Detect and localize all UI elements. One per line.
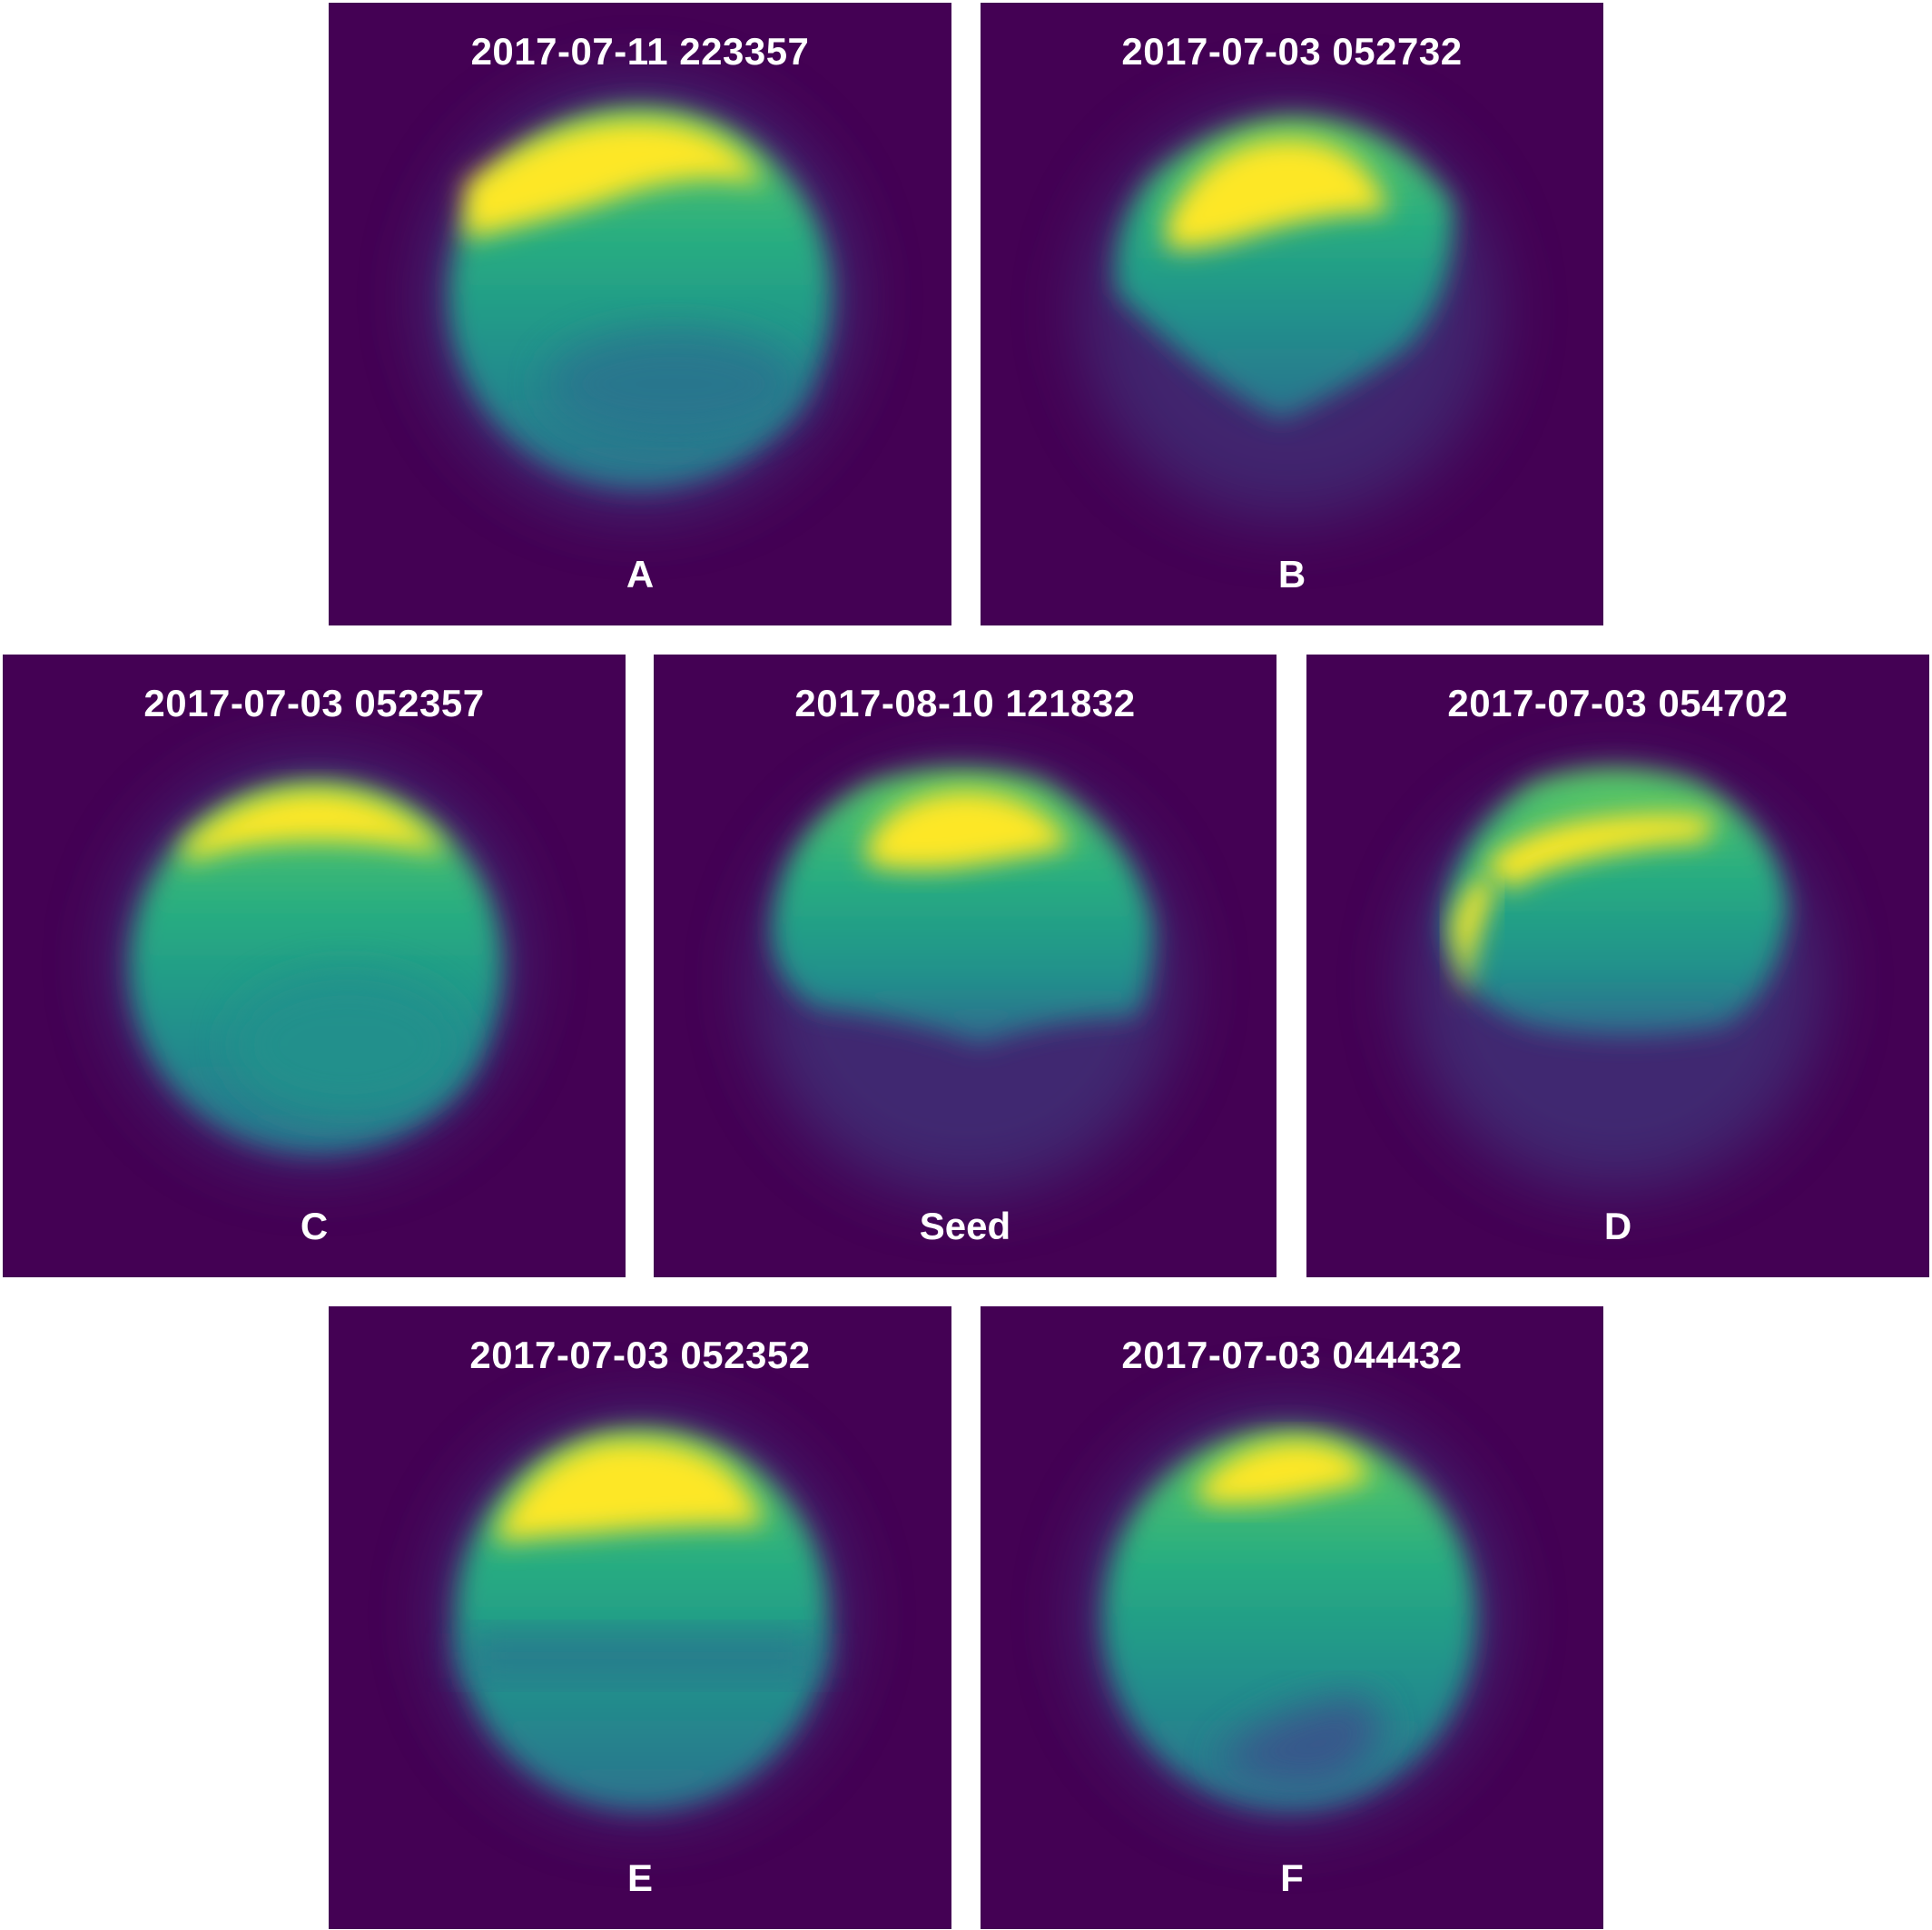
panel-label: A [626,553,655,596]
panel-label: B [1277,553,1306,596]
disc-image-a [427,84,853,511]
panel-timestamp: 2017-07-03 052732 [1121,30,1463,73]
panel-d: 2017-07-03 054702 D [1306,655,1929,1277]
panel-timestamp: 2017-07-03 054702 [1447,682,1789,724]
panel-label: E [626,1856,653,1899]
panel-timestamp: 2017-07-03 052352 [469,1334,811,1376]
disc-image-c [112,759,520,1167]
disc-image-b [1080,103,1498,520]
disc-image-e [438,1411,846,1819]
panel-c: 2017-07-03 052357 C [3,655,626,1277]
panel-label: Seed [919,1205,1011,1247]
panel-timestamp: 2017-08-10 121832 [794,682,1136,724]
panel-f: 2017-07-03 044432 F [981,1306,1603,1929]
panel-b: 2017-07-03 052732 B [981,3,1603,625]
panel-label: F [1280,1856,1304,1899]
panel-timestamp: 2017-07-11 223357 [470,30,810,73]
panel-a: 2017-07-11 223357 A [329,3,951,625]
panel-e: 2017-07-03 052352 E [329,1306,951,1929]
panel-timestamp: 2017-07-03 044432 [1121,1334,1463,1376]
disc-image-d [1406,768,1824,1190]
panel-seed: 2017-08-10 121832 Seed [654,655,1276,1277]
disc-image-f [1080,1406,1498,1824]
panel-label: D [1603,1205,1632,1247]
disc-image-seed [754,768,1180,1195]
panel-timestamp: 2017-07-03 052357 [143,682,485,724]
panel-label: C [300,1205,329,1247]
